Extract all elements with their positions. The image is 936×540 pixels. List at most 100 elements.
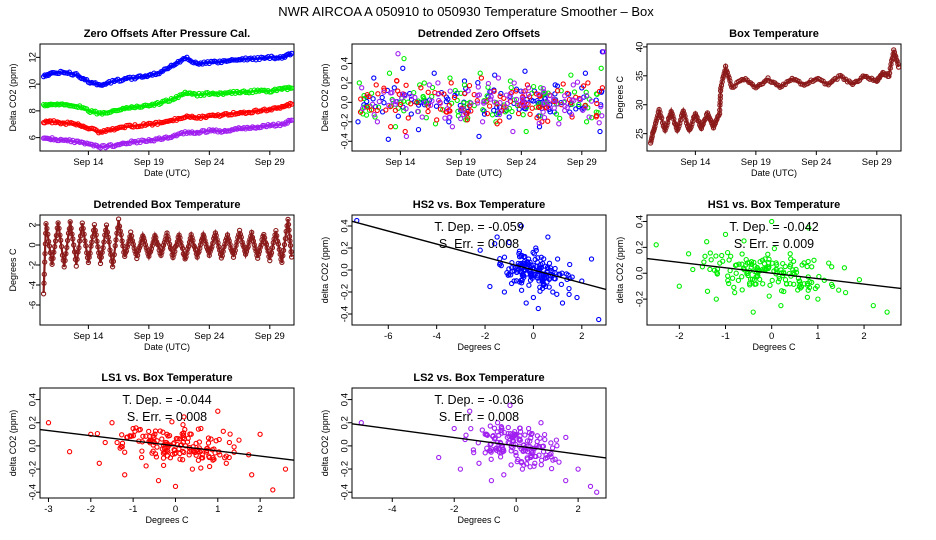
x-tick-label: -4 <box>432 331 440 342</box>
y-tick-label: 0.0 <box>339 439 350 452</box>
data-point <box>403 133 410 140</box>
data-point <box>257 244 263 251</box>
data-point <box>556 459 562 465</box>
data-point <box>211 91 218 97</box>
data-point <box>236 437 242 443</box>
data-point <box>220 428 226 434</box>
data-point <box>538 420 544 426</box>
x-axis-label: Degrees C <box>145 515 189 525</box>
panel-hs2-vs-box: HS2 vs. Box Temperature -6 -4 -2 0 2 -0.4 -0.2 0… <box>320 199 607 352</box>
data-point <box>160 429 166 435</box>
data-point <box>478 75 485 81</box>
data-point <box>524 82 531 88</box>
data-point <box>464 111 470 117</box>
panel-title: LS1 vs. Box Temperature <box>101 372 232 384</box>
data-point <box>148 246 155 252</box>
data-point <box>392 107 399 114</box>
data-point <box>725 273 731 279</box>
data-point <box>87 250 93 256</box>
std-err-annotation: S. Err. = 0.008 <box>127 410 207 424</box>
data-point <box>510 128 516 135</box>
data-point <box>521 260 527 267</box>
data-point <box>491 107 497 114</box>
data-point <box>448 80 454 86</box>
data-point <box>211 112 218 119</box>
data-point <box>131 245 137 251</box>
data-point <box>490 433 496 440</box>
data-point <box>134 255 140 262</box>
data-point <box>492 241 498 247</box>
data-point <box>157 428 163 434</box>
data-point <box>487 423 493 429</box>
data-point <box>497 93 503 99</box>
data-point <box>528 454 534 461</box>
data-point <box>506 239 512 246</box>
data-point <box>161 239 168 246</box>
data-point <box>166 432 173 439</box>
data-point <box>128 233 135 239</box>
data-point <box>504 434 510 441</box>
data-point <box>56 225 62 232</box>
data-point <box>425 108 431 115</box>
data-point <box>189 466 196 472</box>
data-point <box>498 90 504 97</box>
plot-area <box>40 408 294 493</box>
data-point <box>63 251 69 257</box>
data-point <box>460 106 467 113</box>
data-point <box>517 268 523 274</box>
data-point <box>122 449 128 455</box>
data-point <box>793 269 800 276</box>
data-point <box>475 84 481 90</box>
data-point <box>539 285 546 292</box>
data-point <box>536 278 542 284</box>
data-point <box>462 90 468 97</box>
data-point <box>541 431 548 438</box>
data-point <box>511 80 517 86</box>
data-point <box>561 98 568 105</box>
data-point <box>815 296 821 302</box>
temp-dep-value: -0.042 <box>783 220 818 234</box>
data-point <box>540 85 546 92</box>
data-point <box>566 285 572 292</box>
data-point <box>154 241 161 247</box>
data-point <box>791 281 797 287</box>
data-point <box>582 70 589 76</box>
y-tick-label: 6 <box>27 135 38 140</box>
data-point <box>193 452 199 458</box>
data-point <box>210 454 216 461</box>
data-point <box>507 431 514 437</box>
data-point <box>66 449 73 455</box>
data-point <box>465 88 471 94</box>
data-point <box>449 124 456 130</box>
data-point <box>359 85 365 91</box>
regression-line <box>352 220 606 291</box>
data-point <box>106 239 112 245</box>
data-point <box>582 102 588 109</box>
panel-title: Zero Offsets After Pressure Cal. <box>84 28 250 40</box>
data-point <box>142 241 149 248</box>
x-tick-label: 2 <box>579 331 584 342</box>
plot-frame <box>39 43 295 152</box>
data-point <box>796 278 802 284</box>
data-point <box>776 275 783 282</box>
data-point <box>505 272 511 278</box>
data-point <box>548 465 555 472</box>
regression-line <box>352 423 606 459</box>
data-point <box>728 253 734 259</box>
data-point <box>282 235 289 242</box>
data-point <box>536 91 542 98</box>
data-point <box>401 55 407 62</box>
data-point <box>526 282 532 288</box>
data-point <box>886 70 893 76</box>
y-tick-label: 12 <box>27 52 38 63</box>
data-point <box>141 235 147 241</box>
data-point <box>470 447 477 453</box>
data-point <box>195 426 202 432</box>
plot-frame <box>351 387 607 499</box>
data-point <box>566 291 572 298</box>
data-point <box>103 222 110 228</box>
data-point <box>518 287 525 293</box>
std-err-label: S. Err. = <box>439 410 488 424</box>
data-point <box>799 262 805 268</box>
data-point <box>487 283 493 290</box>
